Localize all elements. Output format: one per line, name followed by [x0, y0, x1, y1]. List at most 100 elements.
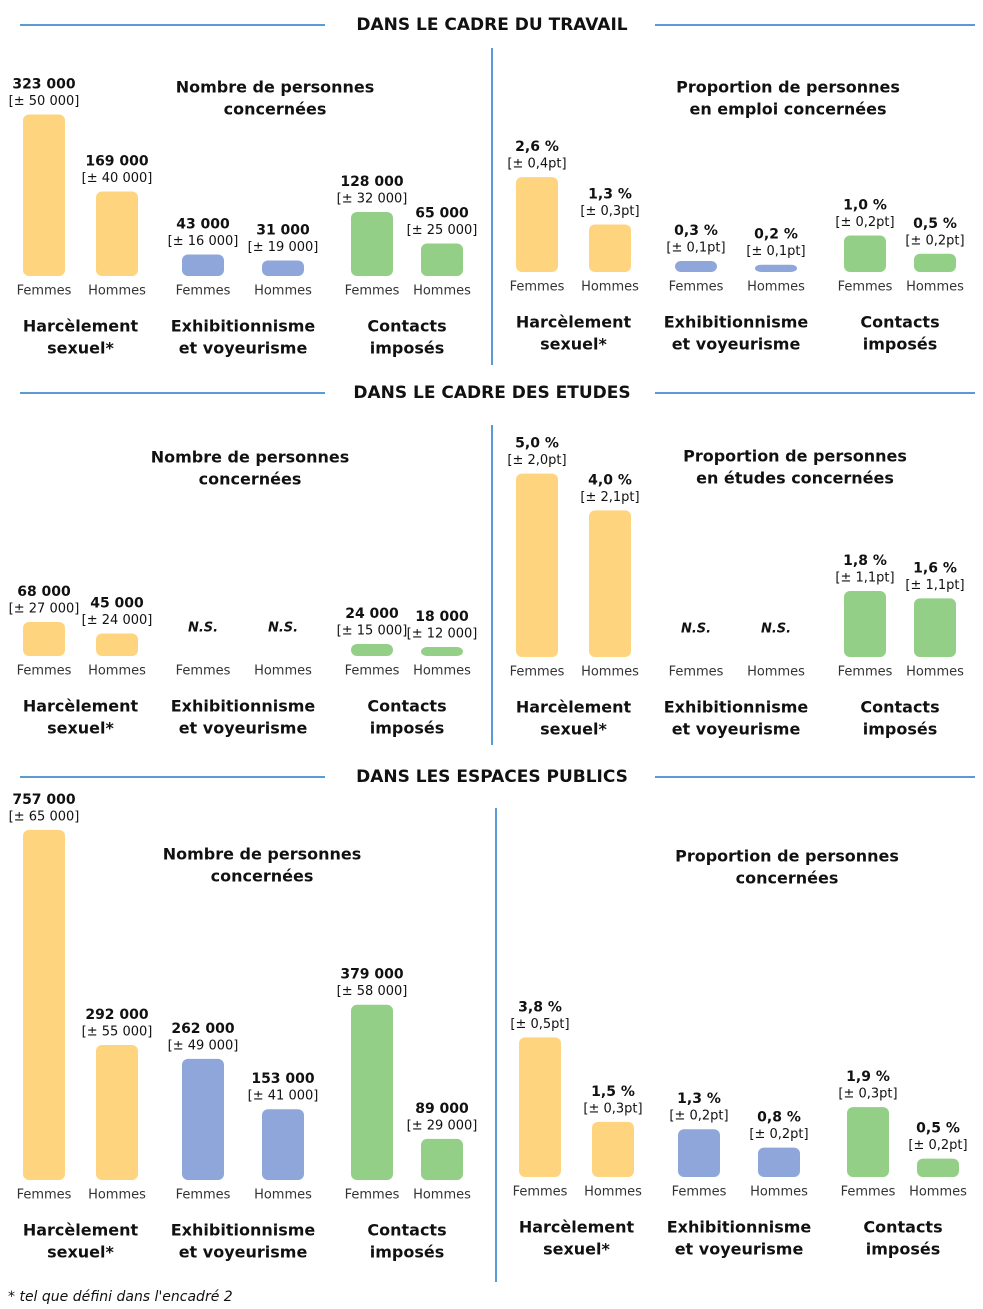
group-label: Contacts [367, 1221, 446, 1240]
value-label: 0,3 % [674, 223, 718, 239]
error-label: [± 0,2pt] [835, 215, 894, 230]
value-label: 1,9 % [846, 1069, 890, 1085]
ns-label: N.S. [268, 621, 298, 636]
value-label: 1,8 % [843, 553, 887, 569]
value-label: 0,2 % [754, 227, 798, 243]
bar [592, 1121, 634, 1177]
value-label: 262 000 [171, 1021, 235, 1037]
group-label: et voyeurisme [179, 339, 308, 358]
category-label: Hommes [906, 280, 964, 295]
group-label: imposés [370, 1243, 445, 1262]
error-label: [± 49 000] [168, 1038, 239, 1053]
bar [182, 1058, 224, 1180]
group-label: Contacts [367, 317, 446, 336]
error-label: [± 16 000] [168, 234, 239, 249]
category-label: Femmes [510, 665, 565, 680]
category-label: Femmes [176, 1188, 231, 1203]
ns-label: N.S. [681, 622, 711, 637]
section-title: DANS LES ESPACES PUBLICS [356, 767, 628, 787]
value-label: 1,6 % [913, 560, 957, 576]
value-label: 24 000 [345, 606, 399, 622]
error-label: [± 50 000] [9, 94, 80, 109]
bar [23, 622, 65, 656]
category-label: Femmes [17, 1188, 72, 1203]
category-label: Hommes [88, 284, 146, 299]
category-label: Hommes [584, 1185, 642, 1200]
category-label: Femmes [345, 284, 400, 299]
category-label: Femmes [841, 1185, 896, 1200]
group-label: et voyeurisme [179, 719, 308, 738]
category-label: Hommes [254, 1188, 312, 1203]
category-label: Hommes [413, 1188, 471, 1203]
ns-label: N.S. [188, 621, 218, 636]
bar [678, 1129, 720, 1177]
value-label: 4,0 % [588, 472, 632, 488]
error-label: [± 19 000] [248, 240, 319, 255]
value-label: 45 000 [90, 596, 144, 612]
category-label: Femmes [669, 665, 724, 680]
category-label: Hommes [747, 665, 805, 680]
group-label: et voyeurisme [675, 1240, 804, 1259]
group-label: Contacts [860, 698, 939, 717]
value-label: 65 000 [415, 206, 469, 222]
group-label: sexuel* [47, 339, 114, 358]
bar [182, 254, 224, 276]
category-label: Femmes [513, 1185, 568, 1200]
group-label: Exhibitionnisme [664, 698, 809, 717]
value-label: 0,5 % [916, 1121, 960, 1137]
chart-title: concernées [736, 869, 839, 888]
group-label: Exhibitionnisme [664, 313, 809, 332]
error-label: [± 0,4pt] [507, 157, 566, 172]
category-label: Hommes [413, 284, 471, 299]
error-label: [± 15 000] [337, 624, 408, 639]
value-label: 3,8 % [518, 999, 562, 1015]
chart-title: Nombre de personnes [151, 448, 350, 467]
group-label: imposés [863, 720, 938, 739]
error-label: [± 29 000] [407, 1118, 478, 1133]
category-label: Femmes [176, 664, 231, 679]
value-label: 128 000 [340, 174, 404, 190]
group-label: Exhibitionnisme [667, 1218, 812, 1237]
chart-title: en études concernées [696, 469, 894, 488]
error-label: [± 0,2pt] [669, 1109, 728, 1124]
value-label: 43 000 [176, 217, 230, 233]
group-label: sexuel* [540, 335, 607, 354]
error-label: [± 0,2pt] [908, 1138, 967, 1153]
group-label: sexuel* [540, 720, 607, 739]
footnote: * tel que défini dans l'encadré 2 [8, 1289, 233, 1305]
bar [844, 591, 886, 657]
category-label: Femmes [17, 284, 72, 299]
group-label: et voyeurisme [672, 720, 801, 739]
value-label: 1,3 % [588, 187, 632, 203]
value-label: 1,5 % [591, 1084, 635, 1100]
category-label: Hommes [88, 664, 146, 679]
category-label: Hommes [581, 280, 639, 295]
bar [914, 253, 956, 272]
group-label: imposés [863, 335, 938, 354]
bar [351, 644, 393, 656]
error-label: [± 0,5pt] [510, 1017, 569, 1032]
group-label: sexuel* [543, 1240, 610, 1259]
bar [847, 1107, 889, 1177]
category-label: Femmes [345, 1188, 400, 1203]
bar [421, 1138, 463, 1180]
value-label: 1,0 % [843, 198, 887, 214]
bar [421, 243, 463, 276]
group-label: Harcèlement [516, 698, 632, 717]
group-label: Contacts [863, 1218, 942, 1237]
group-label: Harcèlement [23, 317, 139, 336]
value-label: 89 000 [415, 1101, 469, 1117]
group-label: imposés [370, 339, 445, 358]
value-label: 5,0 % [515, 436, 559, 452]
value-label: 757 000 [12, 792, 76, 808]
group-label: Exhibitionnisme [171, 697, 316, 716]
bar [23, 114, 65, 276]
chart-title: Proportion de personnes [675, 847, 899, 866]
error-label: [± 25 000] [407, 223, 478, 238]
bar [96, 1044, 138, 1180]
error-label: [± 1,1pt] [905, 578, 964, 593]
error-label: [± 24 000] [82, 613, 153, 628]
error-label: [± 58 000] [337, 984, 408, 999]
value-label: 68 000 [17, 584, 71, 600]
